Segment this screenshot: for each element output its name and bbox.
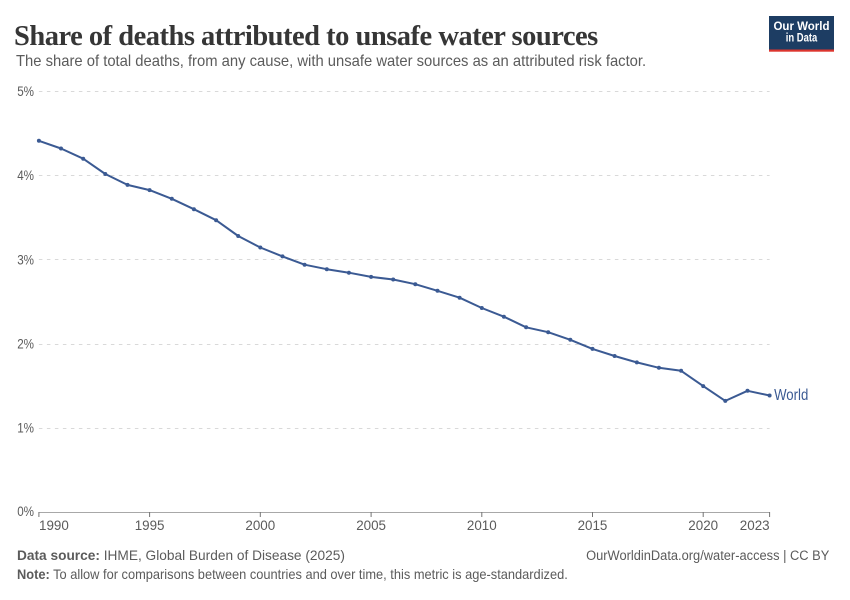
svg-text:2023: 2023 xyxy=(740,518,770,533)
svg-text:4%: 4% xyxy=(17,168,34,183)
svg-text:0%: 0% xyxy=(17,504,34,519)
svg-text:1%: 1% xyxy=(17,421,34,436)
svg-text:2010: 2010 xyxy=(467,518,497,533)
svg-text:in Data: in Data xyxy=(786,33,818,45)
svg-text:1995: 1995 xyxy=(135,518,165,533)
svg-text:5%: 5% xyxy=(17,84,34,99)
svg-text:World: World xyxy=(774,387,808,404)
svg-text:Our World: Our World xyxy=(773,21,829,33)
svg-text:2005: 2005 xyxy=(356,518,386,533)
svg-text:1990: 1990 xyxy=(39,518,69,533)
svg-text:2%: 2% xyxy=(17,337,34,352)
svg-text:2020: 2020 xyxy=(688,518,718,533)
svg-text:3%: 3% xyxy=(17,252,34,267)
svg-text:2000: 2000 xyxy=(245,518,275,533)
svg-text:2015: 2015 xyxy=(578,518,608,533)
